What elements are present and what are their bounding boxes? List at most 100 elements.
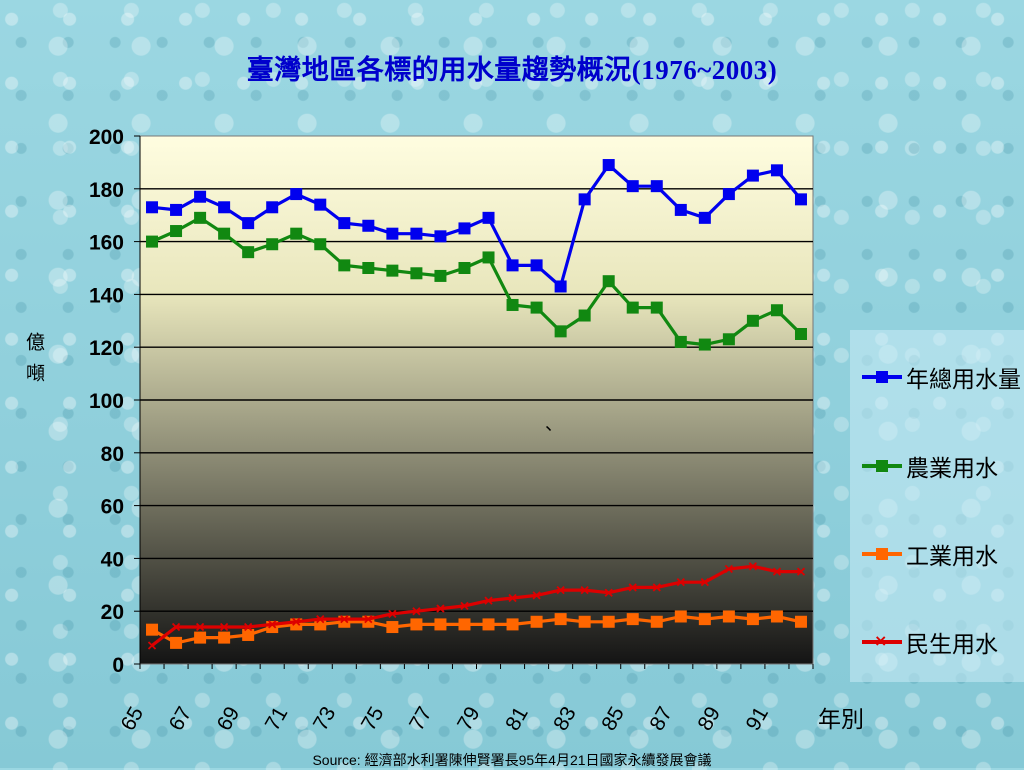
data-point-total bbox=[146, 201, 159, 214]
data-point-total bbox=[650, 180, 663, 193]
x-tick-label: 89 bbox=[693, 703, 725, 735]
data-point-industrial bbox=[386, 621, 399, 634]
x-tick-label: 77 bbox=[405, 703, 437, 735]
x-tick-label: 87 bbox=[645, 703, 677, 735]
y-tick-label: 180 bbox=[89, 179, 124, 202]
x-tick-label: 81 bbox=[501, 703, 533, 735]
data-point-agri bbox=[194, 211, 207, 224]
data-point-domestic bbox=[724, 564, 734, 574]
data-point-industrial bbox=[170, 636, 183, 649]
stray-mark: 、 bbox=[545, 414, 563, 435]
data-point-industrial bbox=[554, 613, 567, 626]
data-point-agri bbox=[170, 225, 183, 238]
y-axis-label: 億噸 bbox=[23, 332, 45, 394]
data-point-domestic bbox=[604, 588, 613, 597]
data-point-domestic bbox=[772, 567, 782, 576]
data-point-industrial bbox=[242, 628, 255, 641]
data-point-domestic bbox=[195, 622, 205, 632]
series-line-industrial bbox=[151, 614, 802, 645]
data-point-agri bbox=[770, 304, 783, 317]
data-point-industrial bbox=[530, 615, 543, 628]
legend-swatch-agri bbox=[862, 451, 902, 481]
x-tick-label: 67 bbox=[165, 703, 197, 735]
data-point-industrial bbox=[674, 610, 687, 623]
legend-item-agri: 農業用水 bbox=[862, 451, 998, 482]
data-point-domestic bbox=[700, 578, 709, 587]
y-tick-label: 120 bbox=[89, 337, 124, 360]
data-point-agri bbox=[386, 264, 399, 277]
data-point-industrial bbox=[434, 618, 447, 631]
data-point-agri bbox=[530, 301, 543, 314]
legend-swatch-total bbox=[862, 362, 902, 392]
legend bbox=[850, 330, 1024, 682]
x-tick-label: 91 bbox=[742, 703, 774, 735]
data-point-total bbox=[266, 201, 279, 214]
data-point-domestic bbox=[219, 622, 229, 632]
data-point-domestic bbox=[147, 641, 157, 650]
data-point-agri bbox=[362, 262, 375, 274]
x-tick-label: 75 bbox=[357, 703, 389, 735]
series-line-domestic bbox=[151, 564, 801, 647]
data-point-agri bbox=[506, 298, 519, 311]
data-point-agri bbox=[578, 309, 591, 322]
series-line-agri bbox=[151, 216, 803, 347]
x-tick-label: 71 bbox=[261, 703, 293, 735]
data-point-domestic bbox=[460, 601, 469, 611]
x-axis-label: 年別 bbox=[818, 707, 864, 733]
data-point-domestic bbox=[244, 622, 253, 632]
data-point-agri bbox=[458, 262, 471, 274]
data-point-industrial bbox=[722, 610, 735, 623]
data-point-agri bbox=[602, 275, 615, 288]
data-point-industrial bbox=[770, 610, 783, 623]
data-point-total bbox=[194, 190, 207, 203]
legend-label-industrial: 工業用水 bbox=[906, 544, 998, 570]
x-tick-label: 65 bbox=[117, 703, 149, 735]
data-point-domestic bbox=[340, 614, 349, 624]
data-point-domestic bbox=[171, 622, 181, 632]
series-agri bbox=[146, 211, 807, 351]
y-axis: 0 20 40 60 80 100 120 140 160 180 200 bbox=[89, 126, 141, 677]
data-point-industrial bbox=[698, 613, 711, 626]
data-point-total bbox=[290, 188, 303, 201]
data-point-industrial bbox=[410, 618, 423, 631]
data-point-domestic bbox=[748, 562, 758, 571]
series-line-total bbox=[151, 163, 803, 289]
data-point-total bbox=[698, 211, 711, 224]
source-note: Source: 經濟部水利署陳伸賢署長95年4月21日國家永續發展會議 bbox=[312, 752, 712, 768]
data-point-domestic bbox=[532, 591, 541, 600]
x-tick-label: 73 bbox=[309, 703, 341, 735]
y-tick-label: 200 bbox=[89, 126, 124, 149]
data-point-total bbox=[770, 164, 783, 177]
data-point-domestic bbox=[388, 609, 397, 618]
data-point-agri bbox=[746, 314, 759, 327]
legend-swatch-domestic: × bbox=[862, 627, 902, 657]
data-point-industrial bbox=[458, 618, 471, 631]
data-point-total bbox=[362, 219, 375, 232]
data-point-industrial bbox=[794, 615, 807, 628]
legend-item-total: 年總用水量 bbox=[862, 362, 1021, 393]
data-point-industrial bbox=[578, 615, 591, 628]
x-tick-label: 85 bbox=[597, 703, 629, 735]
data-point-agri bbox=[242, 246, 255, 259]
y-tick-label: 0 bbox=[112, 654, 124, 677]
data-point-industrial bbox=[194, 631, 207, 644]
data-point-industrial bbox=[626, 613, 639, 626]
data-point-domestic bbox=[508, 593, 517, 603]
data-point-industrial bbox=[746, 613, 759, 626]
data-point-industrial bbox=[602, 615, 615, 628]
data-point-total bbox=[338, 217, 351, 230]
data-point-industrial bbox=[506, 618, 519, 631]
series-domestic bbox=[147, 562, 806, 650]
series-industrial bbox=[146, 610, 807, 649]
data-point-total bbox=[746, 169, 759, 182]
data-point-industrial bbox=[650, 615, 663, 628]
legend-label-domestic: 民生用水 bbox=[906, 632, 998, 658]
data-point-domestic bbox=[292, 617, 301, 626]
chart-title: 臺灣地區各標的用水量趨勢概況(1976~2003) bbox=[246, 55, 778, 85]
data-point-total bbox=[386, 227, 399, 240]
data-point-agri bbox=[410, 267, 423, 280]
data-point-domestic bbox=[268, 620, 277, 629]
y-tick-label: 80 bbox=[101, 443, 124, 466]
data-point-total bbox=[170, 203, 183, 216]
